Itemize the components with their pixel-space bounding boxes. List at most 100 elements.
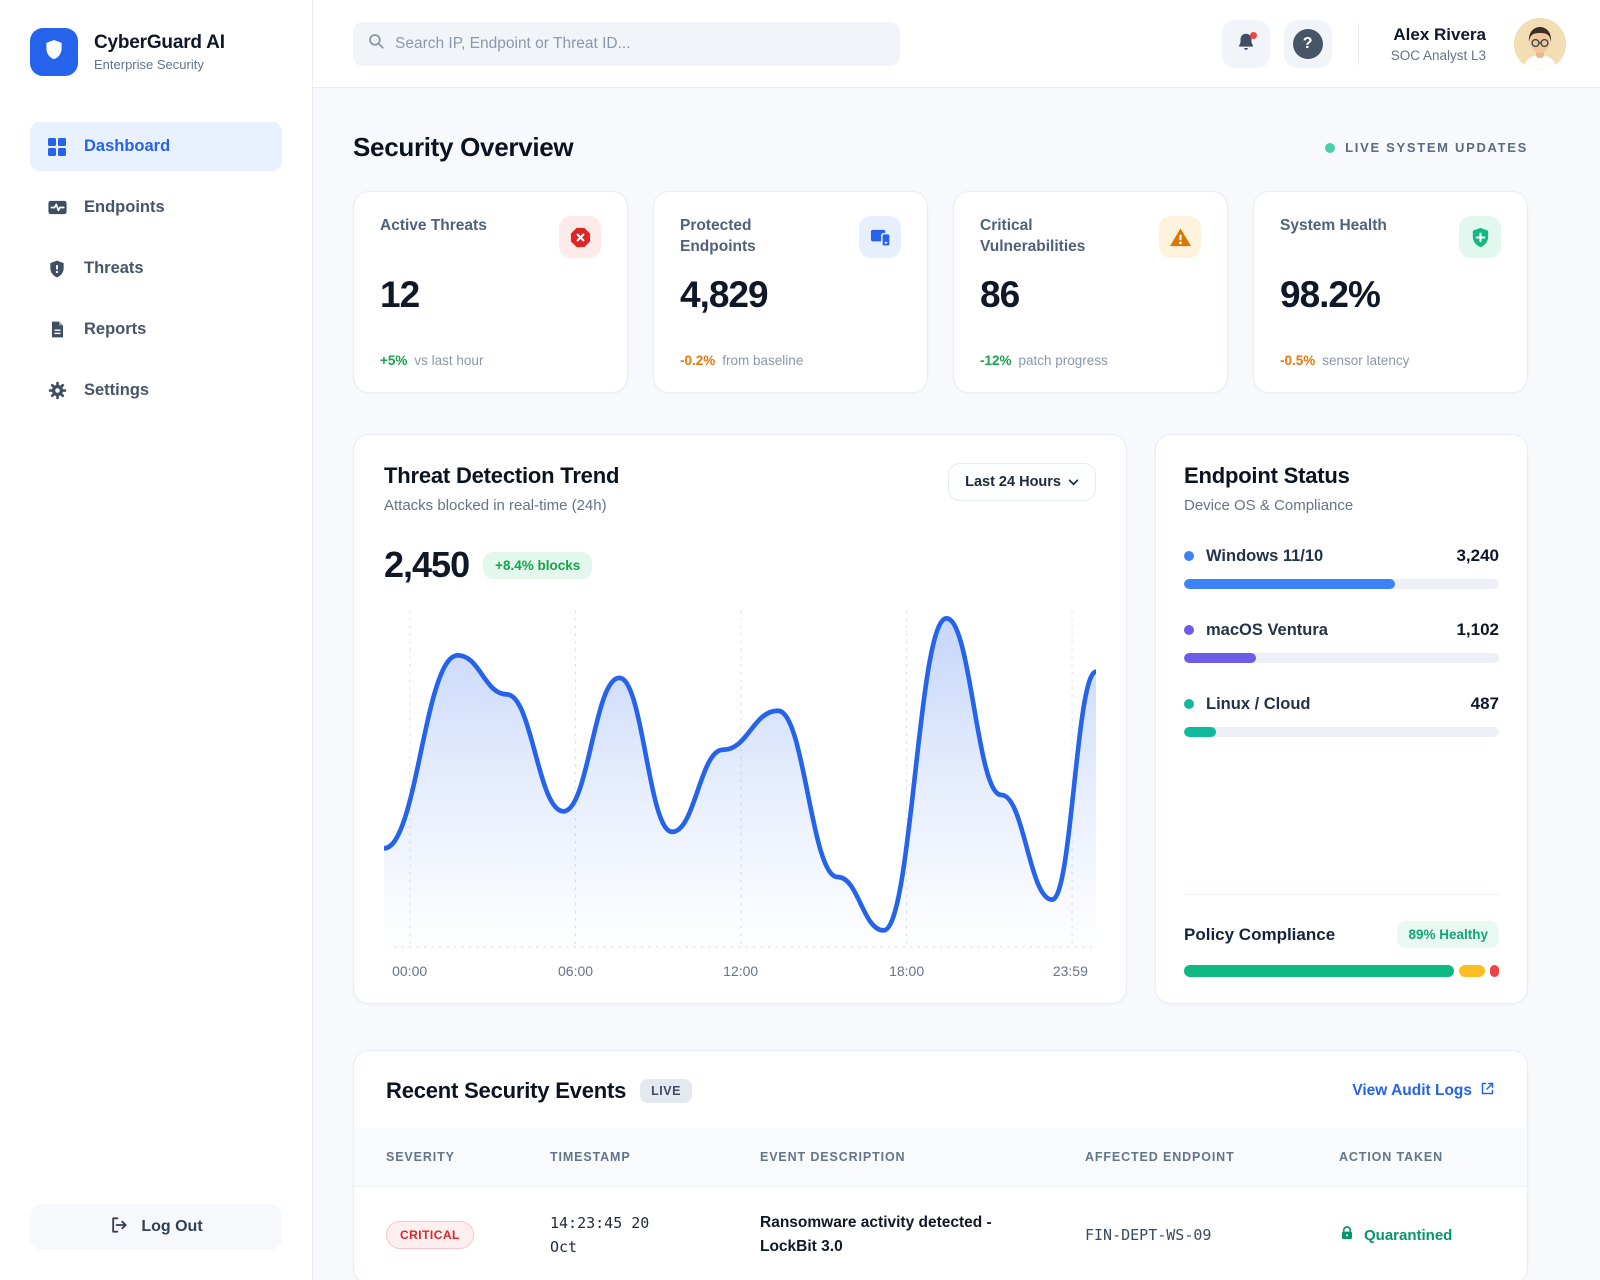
live-dot-icon <box>1325 142 1336 153</box>
progress-fill <box>1184 579 1396 589</box>
monitor-pulse-icon <box>46 197 68 219</box>
os-count: 487 <box>1470 694 1499 713</box>
stat-value: 4,829 <box>680 274 769 315</box>
warning-triangle-icon <box>1159 216 1201 258</box>
shield-plus-icon <box>1459 216 1501 258</box>
sidebar-item-label: Endpoints <box>84 198 165 216</box>
progress-fill <box>1184 653 1257 663</box>
time-range-button[interactable]: Last 24 Hours <box>948 463 1096 501</box>
notification-dot <box>1249 31 1257 39</box>
col-timestamp: TIMESTAMP <box>550 1150 631 1164</box>
live-label: LIVE SYSTEM UPDATES <box>1345 140 1528 155</box>
blocked-total: 2,450 <box>384 544 470 585</box>
stat-delta: -0.2% <box>680 353 716 368</box>
event-description: Ransomware activity detected - LockBit 3… <box>760 1214 992 1256</box>
document-icon <box>46 319 68 341</box>
compliance-segment-warning <box>1459 965 1485 977</box>
event-row[interactable]: CRITICAL 14:23:45 20 Oct Ransomware acti… <box>354 1186 1527 1280</box>
stat-label: Critical Vulnerabilities <box>980 217 1086 255</box>
compliance-bar <box>1184 965 1499 977</box>
app-name: CyberGuard AI <box>94 32 225 53</box>
os-count: 1,102 <box>1456 620 1499 639</box>
compliance-badge: 89% Healthy <box>1397 921 1499 948</box>
divider <box>1357 22 1359 65</box>
x-tick: 23:59 <box>1052 963 1088 979</box>
os-dot-icon <box>1184 551 1194 561</box>
recent-events-card: Recent Security Events LIVE View Audit L… <box>353 1050 1528 1280</box>
avatar[interactable] <box>1514 17 1566 70</box>
question-icon: ? <box>1292 28 1323 59</box>
stat-label: System Health <box>1280 217 1387 234</box>
endpoint-status-title: Endpoint Status <box>1184 463 1350 488</box>
sidebar-item-dashboard[interactable]: Dashboard <box>30 122 282 171</box>
search-icon <box>367 32 385 55</box>
shield-alert-icon <box>46 258 68 280</box>
threat-trend-subtitle: Attacks blocked in real-time (24h) <box>384 497 607 514</box>
events-table-header: SEVERITY TIMESTAMP EVENT DESCRIPTION AFF… <box>354 1128 1527 1186</box>
stat-card-active-threats: Active Threats 12 +5% vs last hour <box>353 191 628 393</box>
view-audit-logs-link[interactable]: View Audit Logs <box>1352 1081 1495 1101</box>
x-tick: 12:00 <box>723 963 759 979</box>
logout-button[interactable]: Log Out <box>30 1204 282 1250</box>
policy-compliance: Policy Compliance 89% Healthy <box>1184 894 1499 977</box>
os-label: macOS Ventura <box>1206 620 1328 639</box>
grid-icon <box>46 136 68 158</box>
page-title: Security Overview <box>353 132 574 162</box>
sidebar-item-reports[interactable]: Reports <box>30 305 282 354</box>
external-link-icon <box>1480 1081 1495 1101</box>
stat-delta: -12% <box>980 353 1012 368</box>
os-label: Linux / Cloud <box>1206 694 1311 713</box>
stat-card-critical-vulnerabilities: Critical Vulnerabilities 86 -12% patch p… <box>953 191 1228 393</box>
logout-label: Log Out <box>141 1218 203 1235</box>
sidebar: CyberGuard AI Enterprise Security Dashbo… <box>0 0 313 1280</box>
os-row-linux: Linux / Cloud 487 <box>1184 694 1499 737</box>
endpoint-status-card: Endpoint Status Device OS & Compliance W… <box>1155 434 1528 1004</box>
event-timestamp: 14:23:45 20 Oct <box>550 1214 650 1257</box>
stat-note: from baseline <box>722 353 804 368</box>
action-taken: Quarantined <box>1364 1226 1453 1244</box>
endpoint-status-subtitle: Device OS & Compliance <box>1184 497 1354 514</box>
lock-icon <box>1339 1225 1355 1245</box>
compliance-segment-critical <box>1489 965 1499 977</box>
threat-trend-title: Threat Detection Trend <box>384 463 620 488</box>
global-search[interactable] <box>353 21 900 66</box>
stat-value: 86 <box>980 274 1020 315</box>
stat-delta: -0.5% <box>1280 353 1316 368</box>
sidebar-item-threats[interactable]: Threats <box>30 244 282 293</box>
os-count: 3,240 <box>1456 546 1499 565</box>
os-label: Windows 11/10 <box>1206 546 1324 565</box>
sidebar-item-settings[interactable]: Settings <box>30 366 282 415</box>
sidebar-item-label: Threats <box>84 259 144 277</box>
stat-note: patch progress <box>1018 353 1108 368</box>
severity-badge: CRITICAL <box>386 1221 474 1250</box>
live-badge: LIVE <box>640 1079 692 1103</box>
stat-card-protected-endpoints: Protected Endpoints 4,829 -0.2% from bas… <box>653 191 928 393</box>
sidebar-item-endpoints[interactable]: Endpoints <box>30 183 282 232</box>
shield-icon <box>41 37 67 68</box>
sidebar-nav: Dashboard Endpoints Threats Reports <box>30 122 282 415</box>
stat-value: 98.2% <box>1280 274 1381 315</box>
x-tick: 06:00 <box>557 963 594 979</box>
col-endpoint: AFFECTED ENDPOINT <box>1085 1150 1235 1164</box>
stat-cards: Active Threats 12 +5% vs last hour Prote… <box>353 191 1528 393</box>
help-button[interactable]: ? <box>1283 19 1332 68</box>
stat-label: Active Threats <box>380 217 487 234</box>
compliance-segment-healthy <box>1184 965 1455 977</box>
live-system-updates: LIVE SYSTEM UPDATES <box>1325 140 1528 155</box>
stat-delta: +5% <box>380 353 408 368</box>
progress-track <box>1184 727 1499 737</box>
os-dot-icon <box>1184 625 1194 635</box>
search-input[interactable] <box>395 34 886 53</box>
sidebar-item-label: Reports <box>84 320 147 338</box>
topbar: ? Alex Rivera SOC Analyst L3 <box>313 0 1600 88</box>
time-range-label: Last 24 Hours <box>965 474 1061 490</box>
logout-icon <box>109 1215 129 1240</box>
blocks-change-badge: +8.4% blocks <box>483 551 593 579</box>
threat-trend-card: Threat Detection Trend Attacks blocked i… <box>353 434 1127 1004</box>
notifications-button[interactable] <box>1221 19 1270 68</box>
gear-icon <box>46 380 68 402</box>
compliance-label: Policy Compliance <box>1184 924 1336 944</box>
os-dot-icon <box>1184 699 1194 709</box>
x-octagon-icon <box>559 216 601 258</box>
user-name: Alex Rivera <box>1393 24 1486 44</box>
